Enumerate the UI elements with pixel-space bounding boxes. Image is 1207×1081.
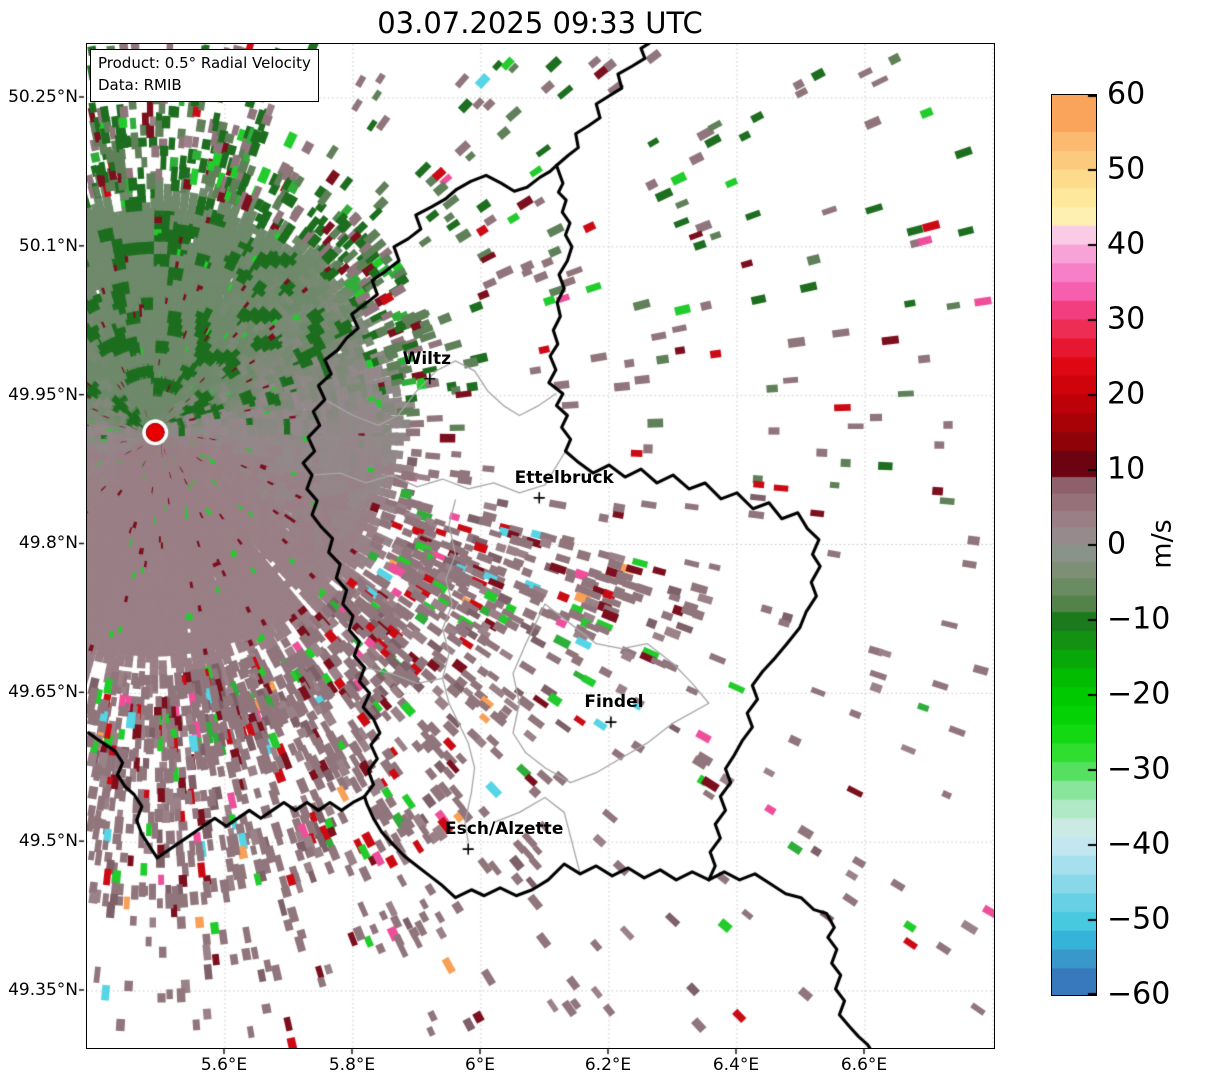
colorbar-tick-label: −40 bbox=[1107, 826, 1171, 862]
colorbar-tick-label: 20 bbox=[1107, 376, 1146, 412]
colorbar-tick-label: −20 bbox=[1107, 676, 1171, 712]
city-label: Esch/Alzette bbox=[445, 819, 564, 840]
x-tick-label: 6.6°E bbox=[840, 1055, 888, 1075]
y-tick-label: 50.25°N bbox=[8, 87, 78, 107]
colorbar-tick-label: −10 bbox=[1107, 601, 1171, 637]
colorbar-tick-label: 40 bbox=[1107, 226, 1146, 262]
city-label: Wiltz bbox=[402, 348, 452, 369]
colorbar-tick-label: 50 bbox=[1107, 151, 1146, 187]
colorbar-tick-label: 0 bbox=[1107, 526, 1127, 562]
y-tick-label: 49.65°N bbox=[8, 682, 78, 703]
x-tick-label: 5.6°E bbox=[200, 1055, 248, 1075]
colorbar-tick-label: −30 bbox=[1107, 751, 1171, 787]
product-info-line1: Product: 0.5° Radial Velocity bbox=[98, 54, 311, 72]
y-tick-label: 49.5°N bbox=[18, 831, 78, 852]
colorbar-tick-label: −50 bbox=[1107, 901, 1171, 937]
colorbar-unit-label: m/s bbox=[1146, 519, 1178, 569]
colorbar-canvas bbox=[1052, 95, 1096, 995]
product-info-box: Product: 0.5° Radial Velocity Data: RMIB bbox=[90, 49, 319, 102]
y-tick-label: 49.35°N bbox=[8, 979, 78, 1000]
x-tick-label: 5.8°E bbox=[328, 1055, 376, 1075]
x-tick-label: 6.4°E bbox=[712, 1055, 760, 1075]
x-tick-label: 6°E bbox=[464, 1055, 496, 1075]
radar-map-canvas bbox=[87, 44, 994, 1048]
city-label: Findel bbox=[584, 692, 644, 713]
city-label: Ettelbruck bbox=[514, 467, 614, 488]
figure-title: 03.07.2025 09:33 UTC bbox=[377, 6, 703, 40]
colorbar-tick-label: −60 bbox=[1107, 976, 1171, 1012]
y-tick-label: 50.1°N bbox=[18, 235, 78, 256]
y-tick-label: 49.8°N bbox=[18, 533, 78, 554]
x-tick-label: 6.2°E bbox=[584, 1055, 632, 1075]
colorbar-tick-label: 60 bbox=[1107, 76, 1146, 112]
product-info-line2: Data: RMIB bbox=[98, 75, 182, 94]
y-tick-label: 49.95°N bbox=[8, 384, 78, 405]
map-plot-area: Product: 0.5° Radial Velocity Data: RMIB… bbox=[86, 43, 995, 1049]
colorbar bbox=[1051, 94, 1097, 996]
colorbar-tick-label: 10 bbox=[1107, 451, 1146, 487]
colorbar-tick-label: 30 bbox=[1107, 301, 1146, 337]
